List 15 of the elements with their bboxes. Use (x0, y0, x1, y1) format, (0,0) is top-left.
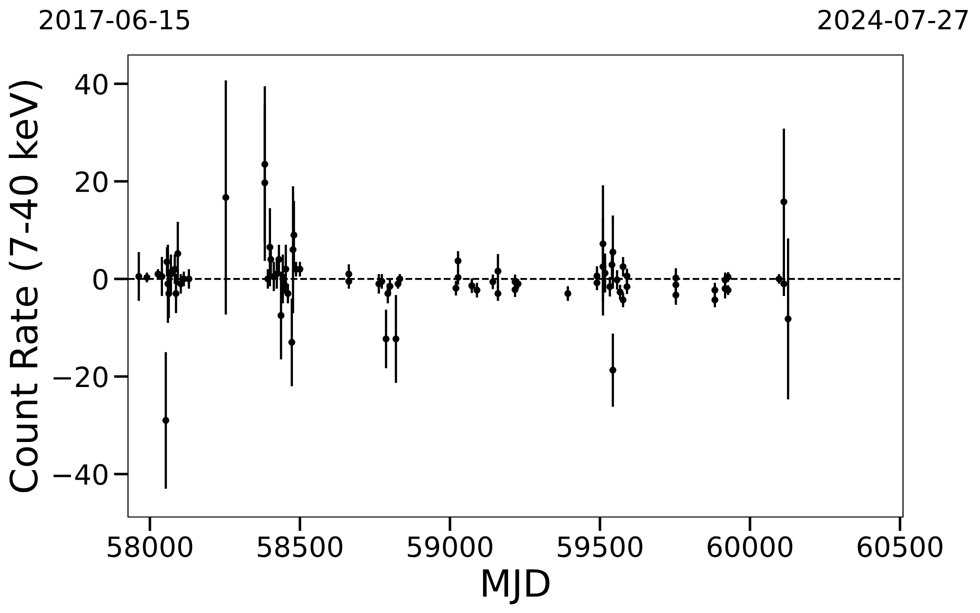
y-tick-label: −40 (54, 464, 108, 486)
y-axis-title: Count Rate (7-40 keV) (8, 80, 42, 492)
x-tick-label: 59000 (408, 536, 492, 558)
y-tick-label: 40 (75, 74, 108, 95)
x-tick-label: 59500 (558, 536, 642, 558)
text: 2017-06-15 (40, 10, 190, 30)
x-tick-label: 60500 (858, 536, 942, 558)
x-tick-label: 58500 (258, 536, 342, 558)
y-tick-label: 20 (76, 171, 108, 192)
text: 2024-07-27 (818, 10, 968, 30)
y-tick-label: −20 (54, 366, 108, 388)
x-axis-title: MJD (483, 569, 550, 604)
x-tick-label: 60000 (708, 536, 792, 558)
y-tick-label: 0 (93, 268, 108, 290)
x-tick-label: 58000 (108, 536, 192, 558)
